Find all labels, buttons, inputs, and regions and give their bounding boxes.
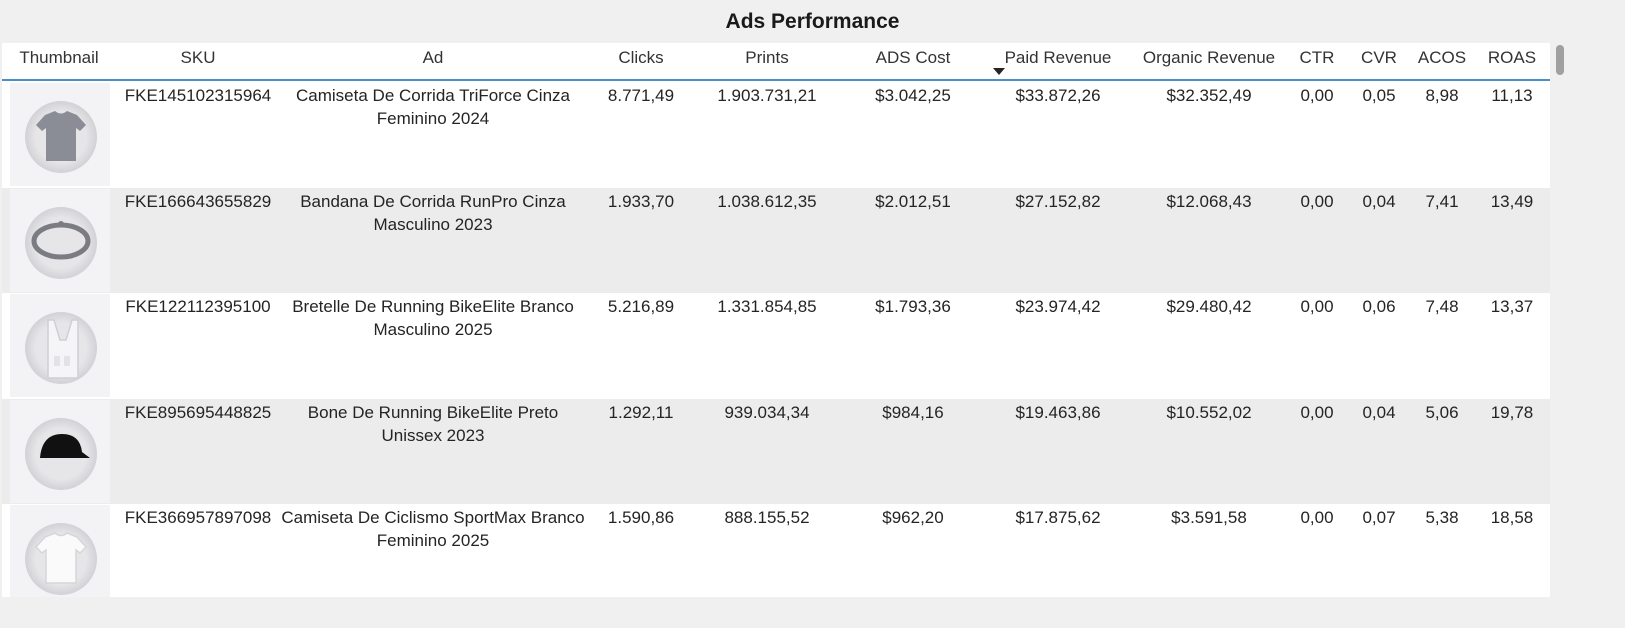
table-cell: $19.463,86 xyxy=(1015,402,1101,422)
table-cell: 13,49 xyxy=(1490,191,1534,211)
table-cell: $2.012,51 xyxy=(875,191,951,211)
table-cell: 0,00 xyxy=(1300,86,1334,105)
table-row: FKE366957897098 Camiseta De Ciclismo Spor… xyxy=(2,504,1550,597)
table-cell: 1.038.612,35 xyxy=(717,191,817,211)
column-header: CTR xyxy=(1299,48,1335,67)
thumbnail-image xyxy=(25,523,97,595)
column-header: ACOS xyxy=(1417,48,1467,67)
table-cell: 7,41 xyxy=(1425,191,1459,211)
ad-name: Camiseta De Corrida TriForce Cinza Femin… xyxy=(296,86,570,128)
table-cell: 0,00 xyxy=(1300,191,1334,211)
column-header: SKU xyxy=(180,48,216,67)
table-row: FKE122112395100 Bretelle De Running BikeE… xyxy=(2,293,1550,398)
table-cell: 888.155,52 xyxy=(724,508,810,527)
column-header: ADS Cost xyxy=(875,48,951,67)
table-cell: $27.152,82 xyxy=(1015,191,1101,211)
sort-indicator[interactable] xyxy=(992,67,1006,77)
table-cell: 0,00 xyxy=(1300,508,1334,527)
table-row: FKE895695448825 Bone De Running BikeElite… xyxy=(2,398,1550,504)
thumbnail xyxy=(10,399,110,503)
table-cell: 0,07 xyxy=(1362,508,1396,527)
column-header: CVR xyxy=(1361,48,1397,67)
table-cell: 13,37 xyxy=(1490,297,1534,316)
thumbnail-image xyxy=(25,206,97,279)
table-cell: 1.292,11 xyxy=(608,402,674,422)
table-cell: $17.875,62 xyxy=(1015,508,1101,527)
table-cell: 8.771,49 xyxy=(607,86,675,105)
table-cell: FKE366957897098 xyxy=(124,508,272,527)
table-cell: 5,38 xyxy=(1425,508,1459,527)
table-cell: 19,78 xyxy=(1490,402,1534,422)
table-cell: 1.903.731,21 xyxy=(717,86,817,105)
thumbnail xyxy=(10,83,110,186)
thumbnail-image xyxy=(25,312,97,384)
table-cell: $962,20 xyxy=(882,508,944,527)
table-cell: FKE895695448825 xyxy=(124,402,272,422)
table-cell: $33.872,26 xyxy=(1015,86,1101,105)
ad-name: Bretelle De Running BikeElite Branco Mas… xyxy=(292,297,574,339)
table-row: FKE166643655829 Bandana De Corrida RunPro… xyxy=(2,187,1550,293)
table-cell: $3.042,25 xyxy=(875,86,951,105)
thumbnail xyxy=(10,505,110,597)
thumbnail xyxy=(10,294,110,397)
column-header: Prints xyxy=(745,48,789,67)
table-cell: 939.034,34 xyxy=(724,402,810,422)
table-cell: $10.552,02 xyxy=(1166,402,1252,422)
scrollbar-thumb[interactable] xyxy=(1556,45,1564,75)
table-cell: $32.352,49 xyxy=(1166,86,1252,105)
column-header: Thumbnail xyxy=(19,48,99,67)
column-header: Clicks xyxy=(618,48,664,67)
table-cell: $23.974,42 xyxy=(1015,297,1101,316)
table-cell: 0,04 xyxy=(1362,191,1396,211)
column-header: Organic Revenue xyxy=(1142,48,1276,67)
table-cell: $29.480,42 xyxy=(1166,297,1252,316)
table: Thumbnail SKU Ad Clicks Prints ADS Cost Paid R… xyxy=(2,43,1550,597)
table-cell: 11,13 xyxy=(1491,86,1533,105)
table-cell: 0,04 xyxy=(1362,402,1396,422)
table-cell: 7,48 xyxy=(1425,297,1459,316)
column-header: Ad xyxy=(422,48,444,67)
scrollbar[interactable] xyxy=(1553,43,1567,597)
table-cell: FKE122112395100 xyxy=(125,297,271,316)
table-row: FKE145102315964 Camiseta De Corrida TriFo… xyxy=(2,82,1550,187)
table-cell: 0,00 xyxy=(1300,297,1334,316)
table-cell: 1.933,70 xyxy=(607,191,675,211)
table-cell: 1.331.854,85 xyxy=(717,297,817,316)
table-cell: 0,06 xyxy=(1362,297,1396,316)
column-header: ROAS xyxy=(1487,48,1537,67)
table-cell: 0,00 xyxy=(1300,402,1334,422)
ad-name: Camiseta De Ciclismo SportMax Branco Fem… xyxy=(281,508,585,550)
thumbnail-image xyxy=(25,417,97,490)
table-cell: $1.793,36 xyxy=(875,297,951,316)
table-cell: $3.591,58 xyxy=(1171,508,1247,527)
table-cell: 18,58 xyxy=(1490,508,1534,527)
table-cell: 5.216,89 xyxy=(607,297,675,316)
title: Ads Performance xyxy=(725,10,900,33)
table-cell: 5,06 xyxy=(1425,402,1459,422)
column-header: Paid Revenue xyxy=(1004,48,1112,67)
thumbnail-image xyxy=(25,101,97,173)
table-cell: 8,98 xyxy=(1425,86,1459,105)
header-divider xyxy=(2,79,1550,81)
ad-name: Bone De Running BikeElite Preto Unissex … xyxy=(307,402,559,445)
table-cell: 0,05 xyxy=(1362,86,1396,105)
table-cell: $12.068,43 xyxy=(1166,191,1252,211)
table-cell: FKE145102315964 xyxy=(124,86,272,105)
table-cell: FKE166643655829 xyxy=(124,191,272,211)
ad-name: Bandana De Corrida RunPro Cinza Masculin… xyxy=(300,191,566,234)
table-cell: 1.590,86 xyxy=(607,508,675,527)
table-cell: $984,16 xyxy=(882,402,944,422)
thumbnail xyxy=(10,188,110,292)
